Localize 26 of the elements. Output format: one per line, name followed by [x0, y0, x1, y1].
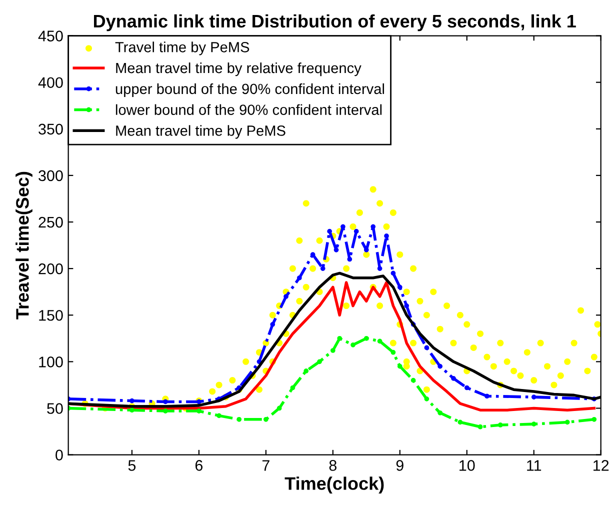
legend-label: lower bound of the 90% confident interval	[116, 104, 382, 115]
y-tick-label: 0	[56, 450, 63, 460]
y-tick-label: 300	[38, 170, 63, 182]
legend-label: Mean travel time by PeMS	[116, 125, 286, 139]
y-tick-label: 400	[38, 77, 63, 88]
y-tick-label: 450	[38, 30, 63, 42]
y-tick-label: 50	[47, 403, 63, 414]
x-tick-label: 11	[527, 460, 542, 471]
legend-label: upper bound of the 90% confident interval	[116, 83, 384, 97]
y-tick-label: 200	[38, 263, 63, 274]
x-tick-label: 5	[128, 460, 136, 471]
x-axis-title: Time(clock)	[284, 476, 384, 494]
chart-title: Dynamic link time Distribution of every 5 seconds, link 1	[94, 14, 576, 32]
y-axis-title: Treavel time(Sec)	[16, 172, 32, 320]
y-tick-label: 150	[39, 310, 63, 321]
x-tick-label: 6	[195, 460, 203, 471]
x-tick-label: 7	[262, 460, 270, 471]
x-tick-label: 10	[460, 460, 475, 471]
x-tick-label: 12	[594, 460, 609, 471]
y-tick-label: 100	[39, 356, 63, 368]
y-tick-label: 350	[38, 124, 63, 135]
legend-label: Mean travel time by relative frequency	[116, 62, 362, 76]
x-tick-label: 9	[396, 460, 404, 471]
legend-label: Travel time by PeMS	[115, 42, 250, 56]
y-tick-label: 250	[38, 216, 63, 228]
x-tick-label: 8	[329, 460, 336, 471]
